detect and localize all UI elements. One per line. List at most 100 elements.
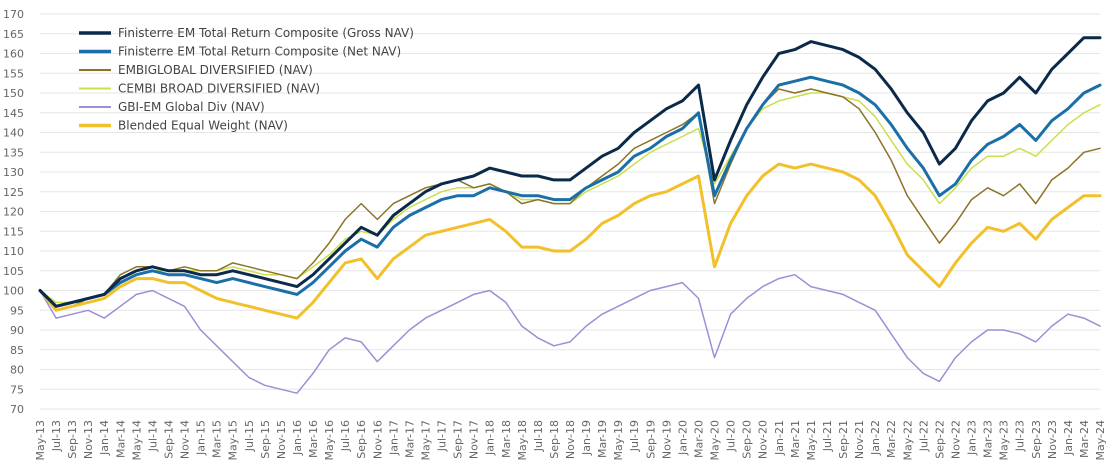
y-tick-label: 160	[3, 48, 24, 61]
x-tick-label: Nov-20	[757, 420, 770, 459]
y-tick-label: 100	[3, 285, 24, 298]
series-line-1	[38, 75, 1102, 308]
y-tick-label: 145	[3, 107, 24, 120]
x-tick-label: Mar-16	[307, 420, 320, 458]
x-tick-label: Sep-22	[933, 420, 946, 459]
x-tick-label: Sep-13	[66, 420, 79, 459]
y-tick-label: 120	[3, 206, 24, 219]
legend-entry: EMBIGLOBAL DIVERSIFIED (NAV)	[118, 63, 313, 77]
x-tick-label: Jul-14	[146, 420, 159, 452]
x-tick-label: Jan-19	[580, 420, 593, 456]
x-tick-label: Sep-23	[1030, 420, 1043, 459]
y-tick-label: 115	[3, 225, 24, 238]
legend-entry: CEMBI BROAD DIVERSIFIED (NAV)	[118, 82, 320, 96]
x-tick-label: Jan-20	[676, 420, 689, 456]
x-tick-label: Jul-13	[50, 420, 63, 452]
x-tick-label: May-16	[323, 420, 336, 461]
gridlines	[40, 13, 1100, 410]
x-tick-label: May-24	[1094, 420, 1107, 461]
series-lines	[38, 36, 1102, 394]
x-tick-label: Sep-21	[837, 420, 850, 459]
x-tick-label: Jul-20	[725, 420, 738, 452]
y-tick-label: 140	[3, 127, 24, 140]
x-tick-label: Sep-16	[355, 420, 368, 459]
x-tick-label: Nov-19	[660, 420, 673, 459]
x-tick-label: Nov-23	[1046, 420, 1059, 459]
x-tick-label: Jan-23	[966, 420, 979, 456]
series-line-2	[39, 88, 1101, 312]
x-tick-label: Jan-16	[291, 420, 304, 456]
x-tick-label: Jul-15	[243, 420, 256, 452]
x-tick-label: Jul-22	[917, 420, 930, 452]
x-tick-label: Jan-21	[773, 420, 786, 456]
x-tick-label: May-17	[419, 420, 432, 461]
x-tick-label: Jan-17	[387, 420, 400, 456]
x-tick-label: Nov-13	[82, 420, 95, 459]
x-tick-label: Mar-18	[500, 420, 513, 458]
x-tick-label: Sep-14	[162, 420, 175, 459]
x-tick-label: Nov-15	[275, 420, 288, 459]
series-line-4	[39, 273, 1101, 394]
legend: Finisterre EM Total Return Composite (Gr…	[79, 26, 414, 133]
x-tick-label: Mar-15	[211, 420, 224, 458]
y-tick-label: 130	[3, 166, 24, 179]
x-tick-label: Sep-20	[741, 420, 754, 459]
x-tick-label: Jul-16	[339, 420, 352, 452]
x-tick-label: May-15	[227, 420, 240, 461]
x-tick-label: Nov-14	[179, 420, 192, 459]
x-tick-label: Jan-18	[484, 420, 497, 456]
x-tick-label: Mar-19	[596, 420, 609, 458]
x-tick-label: Jul-19	[628, 420, 641, 452]
x-tick-label: Jan-15	[195, 420, 208, 456]
y-tick-label: 70	[10, 403, 24, 416]
y-axis-tick-labels: 70 75 80 85 90 95 100 105 110 115 120 125 130 135 140 1…	[3, 8, 24, 416]
x-tick-label: Nov-16	[371, 420, 384, 459]
x-tick-label: May-14	[130, 420, 143, 461]
y-tick-label: 110	[3, 245, 24, 258]
x-tick-label: May-19	[612, 420, 625, 461]
x-tick-label: May-18	[516, 420, 529, 461]
y-tick-label: 85	[10, 344, 24, 357]
y-tick-label: 150	[3, 87, 24, 100]
series-line-0	[38, 36, 1102, 308]
legend-entry: Blended Equal Weight (NAV)	[118, 119, 288, 133]
x-axis-tick-labels: May-13 Jul-13 Sep-13 Nov-13 Jan-14 Mar-14 May-…	[34, 420, 1107, 461]
y-tick-label: 170	[3, 8, 24, 21]
x-tick-label: Mar-14	[114, 420, 127, 458]
x-tick-label: Jul-17	[436, 420, 449, 452]
x-tick-label: Jul-21	[821, 420, 834, 452]
x-tick-label: Nov-22	[949, 420, 962, 459]
x-tick-label: Mar-21	[789, 420, 802, 458]
y-tick-label: 95	[10, 304, 24, 317]
y-tick-label: 90	[10, 324, 24, 337]
y-tick-label: 125	[3, 186, 24, 199]
y-tick-label: 165	[3, 28, 24, 41]
x-tick-label: Mar-23	[982, 420, 995, 458]
x-tick-label: May-21	[805, 420, 818, 461]
x-tick-label: Mar-22	[885, 420, 898, 458]
y-tick-label: 155	[3, 67, 24, 80]
y-tick-label: 75	[10, 383, 24, 396]
y-tick-label: 135	[3, 146, 24, 159]
x-tick-label: May-22	[901, 420, 914, 461]
x-tick-label: Sep-18	[548, 420, 561, 459]
x-tick-label: Jul-18	[532, 420, 545, 452]
x-tick-label: May-23	[998, 420, 1011, 461]
legend-entry: Finisterre EM Total Return Composite (Ne…	[118, 45, 401, 59]
legend-entry: GBI-EM Global Div (NAV)	[118, 100, 265, 114]
x-tick-label: Sep-17	[452, 420, 465, 459]
x-tick-label: May-20	[709, 420, 722, 461]
x-tick-label: Jul-23	[1014, 420, 1027, 452]
y-tick-label: 80	[10, 364, 24, 377]
legend-entry: Finisterre EM Total Return Composite (Gr…	[118, 26, 414, 40]
x-tick-label: Sep-15	[259, 420, 272, 459]
x-tick-label: Nov-18	[564, 420, 577, 459]
x-tick-label: May-13	[34, 420, 47, 461]
x-tick-label: Jan-14	[98, 420, 111, 456]
x-tick-label: Mar-17	[403, 420, 416, 458]
x-tick-label: Jan-24	[1062, 420, 1075, 456]
x-tick-label: Mar-20	[692, 420, 705, 458]
x-tick-label: Nov-21	[853, 420, 866, 459]
series-line-5	[38, 162, 1102, 320]
